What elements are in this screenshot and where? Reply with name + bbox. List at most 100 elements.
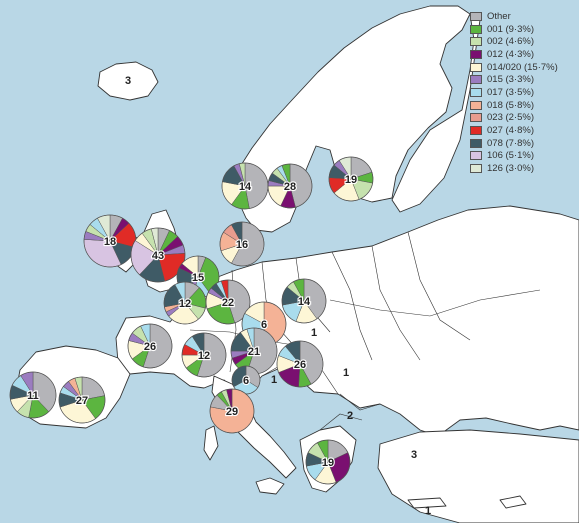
pie-count-label: 6 (261, 319, 267, 331)
country-pie: 27 (58, 376, 106, 424)
pie-outline (181, 332, 227, 378)
legend-label: 017 (3·5%) (487, 86, 534, 98)
country-count-label: 3 (125, 75, 131, 87)
pie-outline (267, 163, 313, 209)
legend-label: 027 (4·8%) (487, 125, 534, 137)
country-pie: 14 (281, 278, 327, 324)
pie-outline (58, 376, 106, 424)
pie-count-label: 14 (298, 296, 311, 308)
legend-label: 014/020 (15·7%) (487, 61, 558, 73)
country-count-label: 1 (425, 505, 431, 517)
country-pie: 28 (267, 163, 313, 209)
country-pie: 19 (328, 156, 374, 202)
pie-outline (130, 227, 186, 283)
legend-label: Other (487, 10, 511, 22)
pie-count-label: 19 (345, 174, 357, 186)
country-pie: 26 (127, 323, 173, 369)
legend-item: 012 (4·3%) (470, 48, 578, 61)
pie-count-label: 16 (236, 239, 248, 251)
legend-item: Other (470, 10, 578, 23)
legend-swatch (470, 126, 482, 136)
country-count-label: 3 (411, 449, 417, 461)
legend-label: 012 (4·3%) (487, 48, 534, 60)
legend-item: 027 (4·8%) (470, 124, 578, 137)
legend-swatch (470, 75, 482, 85)
pie-outline (219, 221, 265, 267)
pie-count-label: 29 (226, 406, 238, 418)
country-pie: 16 (219, 221, 265, 267)
legend-item: 014/020 (15·7%) (470, 61, 578, 74)
legend-item: 001 (9·3%) (470, 23, 578, 36)
country-count-label: 1 (343, 367, 349, 379)
pie-outline (328, 156, 374, 202)
legend-item: 018 (5·8%) (470, 99, 578, 112)
crete-shape (407, 497, 447, 509)
sardinia-shape (203, 425, 219, 461)
pie-count-label: 14 (239, 181, 252, 193)
pie-count-label: 22 (222, 297, 234, 309)
pie-count-label: 11 (27, 390, 39, 402)
legend-item: 023 (2·5%) (470, 112, 578, 125)
country-pie: 12 (181, 332, 227, 378)
country-pie: 11 (9, 371, 57, 419)
pie-outline (305, 439, 351, 485)
pie-outline (9, 371, 57, 419)
legend-swatch (470, 24, 482, 34)
pie-count-label: 12 (198, 350, 210, 362)
legend-label: 001 (9·3%) (487, 23, 534, 35)
legend-item: 017 (3·5%) (470, 86, 578, 99)
country-pie: 26 (276, 340, 324, 388)
legend-label: 002 (4·6%) (487, 36, 534, 48)
pie-outline (276, 340, 324, 388)
legend-label: 023 (2·5%) (487, 112, 534, 124)
pie-count-label: 26 (144, 341, 156, 353)
legend-label: 018 (5·8%) (487, 99, 534, 111)
pie-count-label: 6 (243, 375, 249, 387)
legend-item: 078 (7·8%) (470, 137, 578, 150)
legend-label: 126 (3·0%) (487, 163, 534, 175)
legend-swatch (470, 87, 482, 97)
country-pie: 18 (83, 214, 137, 268)
country-count-label: 2 (347, 410, 353, 422)
legend-swatch (470, 164, 482, 174)
legend-swatch (470, 151, 482, 161)
pie-outline (205, 279, 251, 325)
count-labels: 3 1 1 12 3 1 (125, 75, 431, 517)
legend-swatch (470, 100, 482, 110)
legend-swatch (470, 113, 482, 123)
legend-item: 015 (3·3%) (470, 73, 578, 86)
pie-outline (281, 278, 327, 324)
country-pie: 29 (209, 388, 255, 434)
legend-item: 106 (5·1%) (470, 150, 578, 163)
legend-swatch (470, 49, 482, 59)
country-pie: 22 (205, 279, 251, 325)
country-pie: 21 (230, 327, 278, 375)
pie-count-label: 28 (284, 181, 296, 193)
legend-swatch (470, 37, 482, 47)
country-pie: 19 (305, 439, 351, 485)
country-pie: 43 (130, 227, 186, 283)
country-count-label: 1 (271, 374, 277, 386)
legend-swatch (470, 11, 482, 21)
pie-count-label: 18 (104, 236, 116, 248)
turkey-shape (377, 429, 579, 523)
legend-label: 106 (5·1%) (487, 150, 534, 162)
pie-count-label: 43 (152, 250, 164, 262)
country-pie: 12 (163, 281, 207, 325)
pie-count-label: 26 (294, 359, 306, 371)
sicily-shape (255, 477, 285, 495)
legend-item: 002 (4·6%) (470, 35, 578, 48)
legend-item: 126 (3·0%) (470, 162, 578, 175)
iceland-shape (97, 61, 159, 101)
pie-outline (127, 323, 173, 369)
pie-count-label: 19 (322, 457, 334, 469)
country-pie: 14 (221, 162, 269, 210)
legend-label: 015 (3·3%) (487, 74, 534, 86)
pie-count-label: 27 (76, 395, 88, 407)
legend-swatch (470, 138, 482, 148)
pie-count-label: 21 (248, 346, 260, 358)
cyprus-shape (499, 495, 527, 509)
